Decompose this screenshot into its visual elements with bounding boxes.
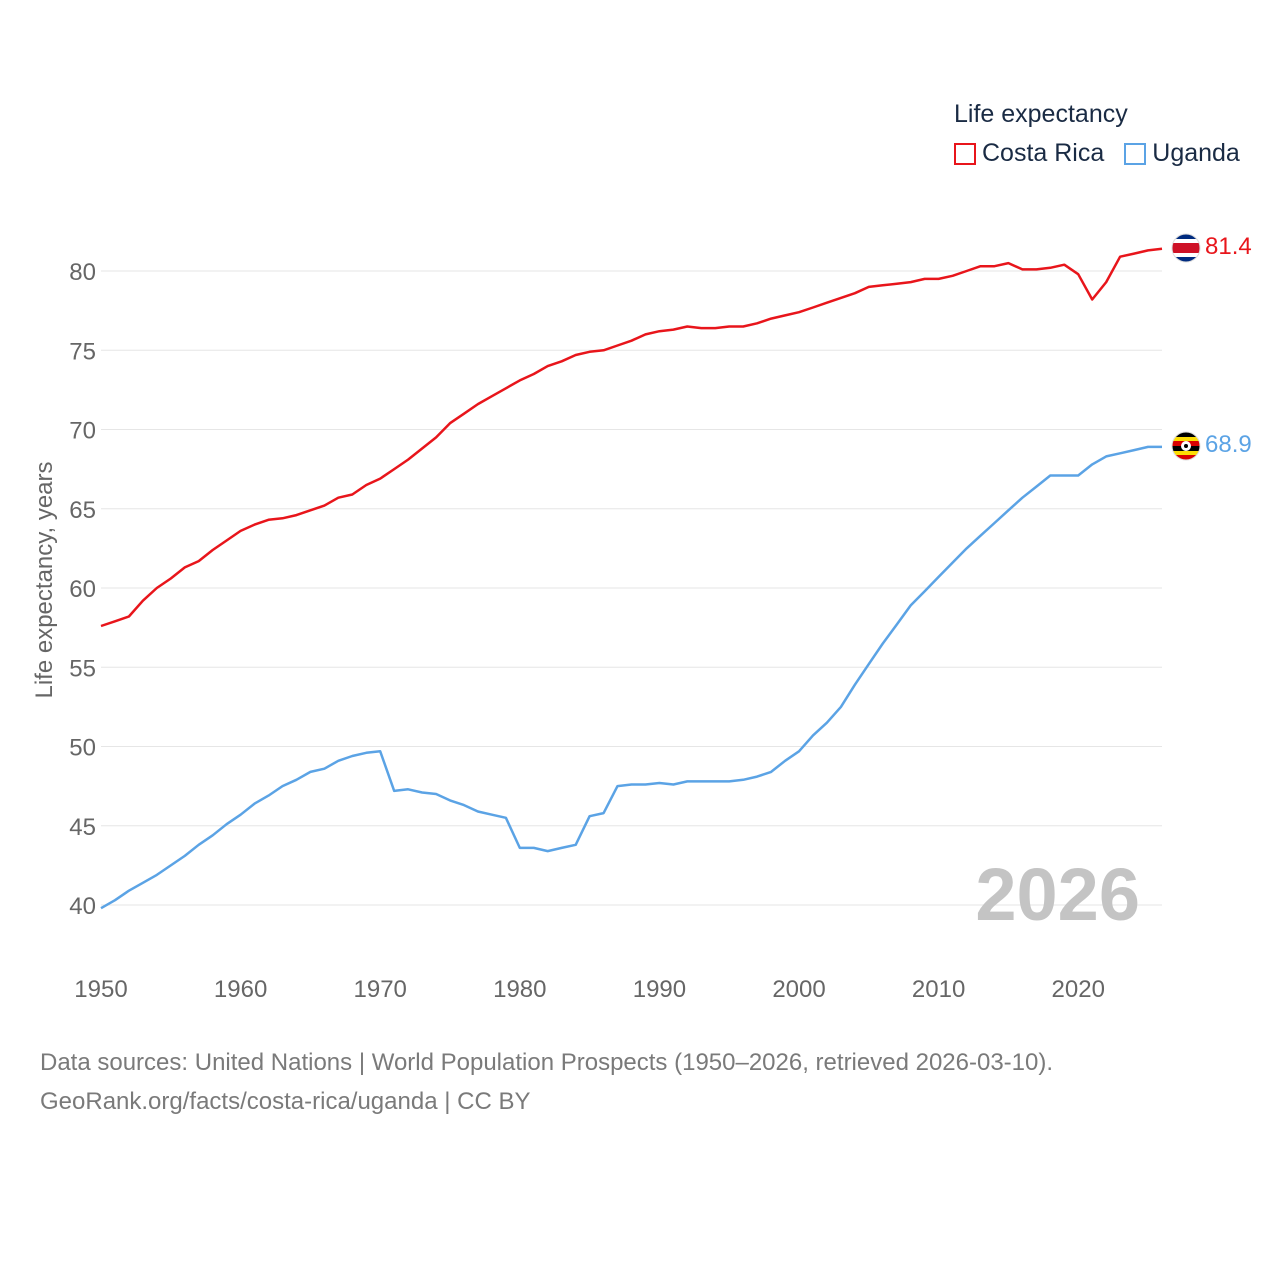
x-tick-label-1950: 1950 — [74, 976, 127, 1003]
costa-rica-flag-icon — [1171, 233, 1201, 263]
y-tick-label-65: 65 — [69, 497, 96, 524]
legend-label-costa-rica: Costa Rica — [982, 139, 1105, 167]
y-tick-label-70: 70 — [69, 418, 96, 445]
legend-item-costa-rica[interactable]: Costa Rica — [954, 139, 1104, 168]
costa-rica-swatch — [954, 142, 976, 165]
uganda-swatch — [1124, 142, 1147, 165]
uganda-end-value: 68.9 — [1205, 431, 1252, 458]
x-axis-ticks: 1950 1960 1970 1980 1990 2000 2010 2020 — [74, 976, 1105, 1003]
uganda-flag-icon — [1171, 431, 1201, 461]
y-tick-label-40: 40 — [69, 893, 96, 920]
y-axis-ticks: 40 45 50 55 60 65 70 75 80 — [69, 259, 96, 920]
y-tick-label-80: 80 — [69, 259, 96, 286]
legend-title: Life expectancy — [954, 100, 1128, 128]
source-note: Data sources: United Nations | World Pop… — [40, 1043, 1053, 1121]
gridlines — [101, 270, 1162, 906]
source-line-2: GeoRank.org/facts/costa-rica/uganda | CC… — [40, 1088, 531, 1115]
x-tick-label-1960: 1960 — [214, 976, 267, 1003]
legend-item-uganda[interactable]: Uganda — [1124, 139, 1240, 168]
y-tick-label-50: 50 — [69, 735, 96, 762]
source-line-1: Data sources: United Nations | World Pop… — [40, 1049, 1054, 1076]
legend-label-uganda: Uganda — [1152, 139, 1240, 167]
y-axis-label: Life expectancy, years — [31, 461, 58, 698]
x-tick-label-2010: 2010 — [912, 976, 965, 1003]
legend: Life expectancy Costa Rica Uganda — [954, 100, 1240, 168]
x-tick-label-1970: 1970 — [354, 976, 407, 1003]
series-line-uganda — [100, 445, 1162, 910]
y-tick-label-45: 45 — [69, 814, 96, 841]
y-tick-label-60: 60 — [69, 576, 96, 603]
series-lines — [100, 247, 1163, 910]
x-tick-label-1980: 1980 — [493, 976, 546, 1003]
costa-rica-end-value: 81.4 — [1205, 233, 1252, 260]
y-tick-label-55: 55 — [69, 655, 96, 682]
series-line-costa-rica — [100, 247, 1163, 628]
x-tick-label-2000: 2000 — [772, 976, 825, 1003]
year-watermark: 2026 — [975, 853, 1140, 936]
x-tick-label-1990: 1990 — [633, 976, 686, 1003]
y-tick-label-75: 75 — [69, 338, 96, 365]
x-tick-label-2020: 2020 — [1052, 976, 1105, 1003]
